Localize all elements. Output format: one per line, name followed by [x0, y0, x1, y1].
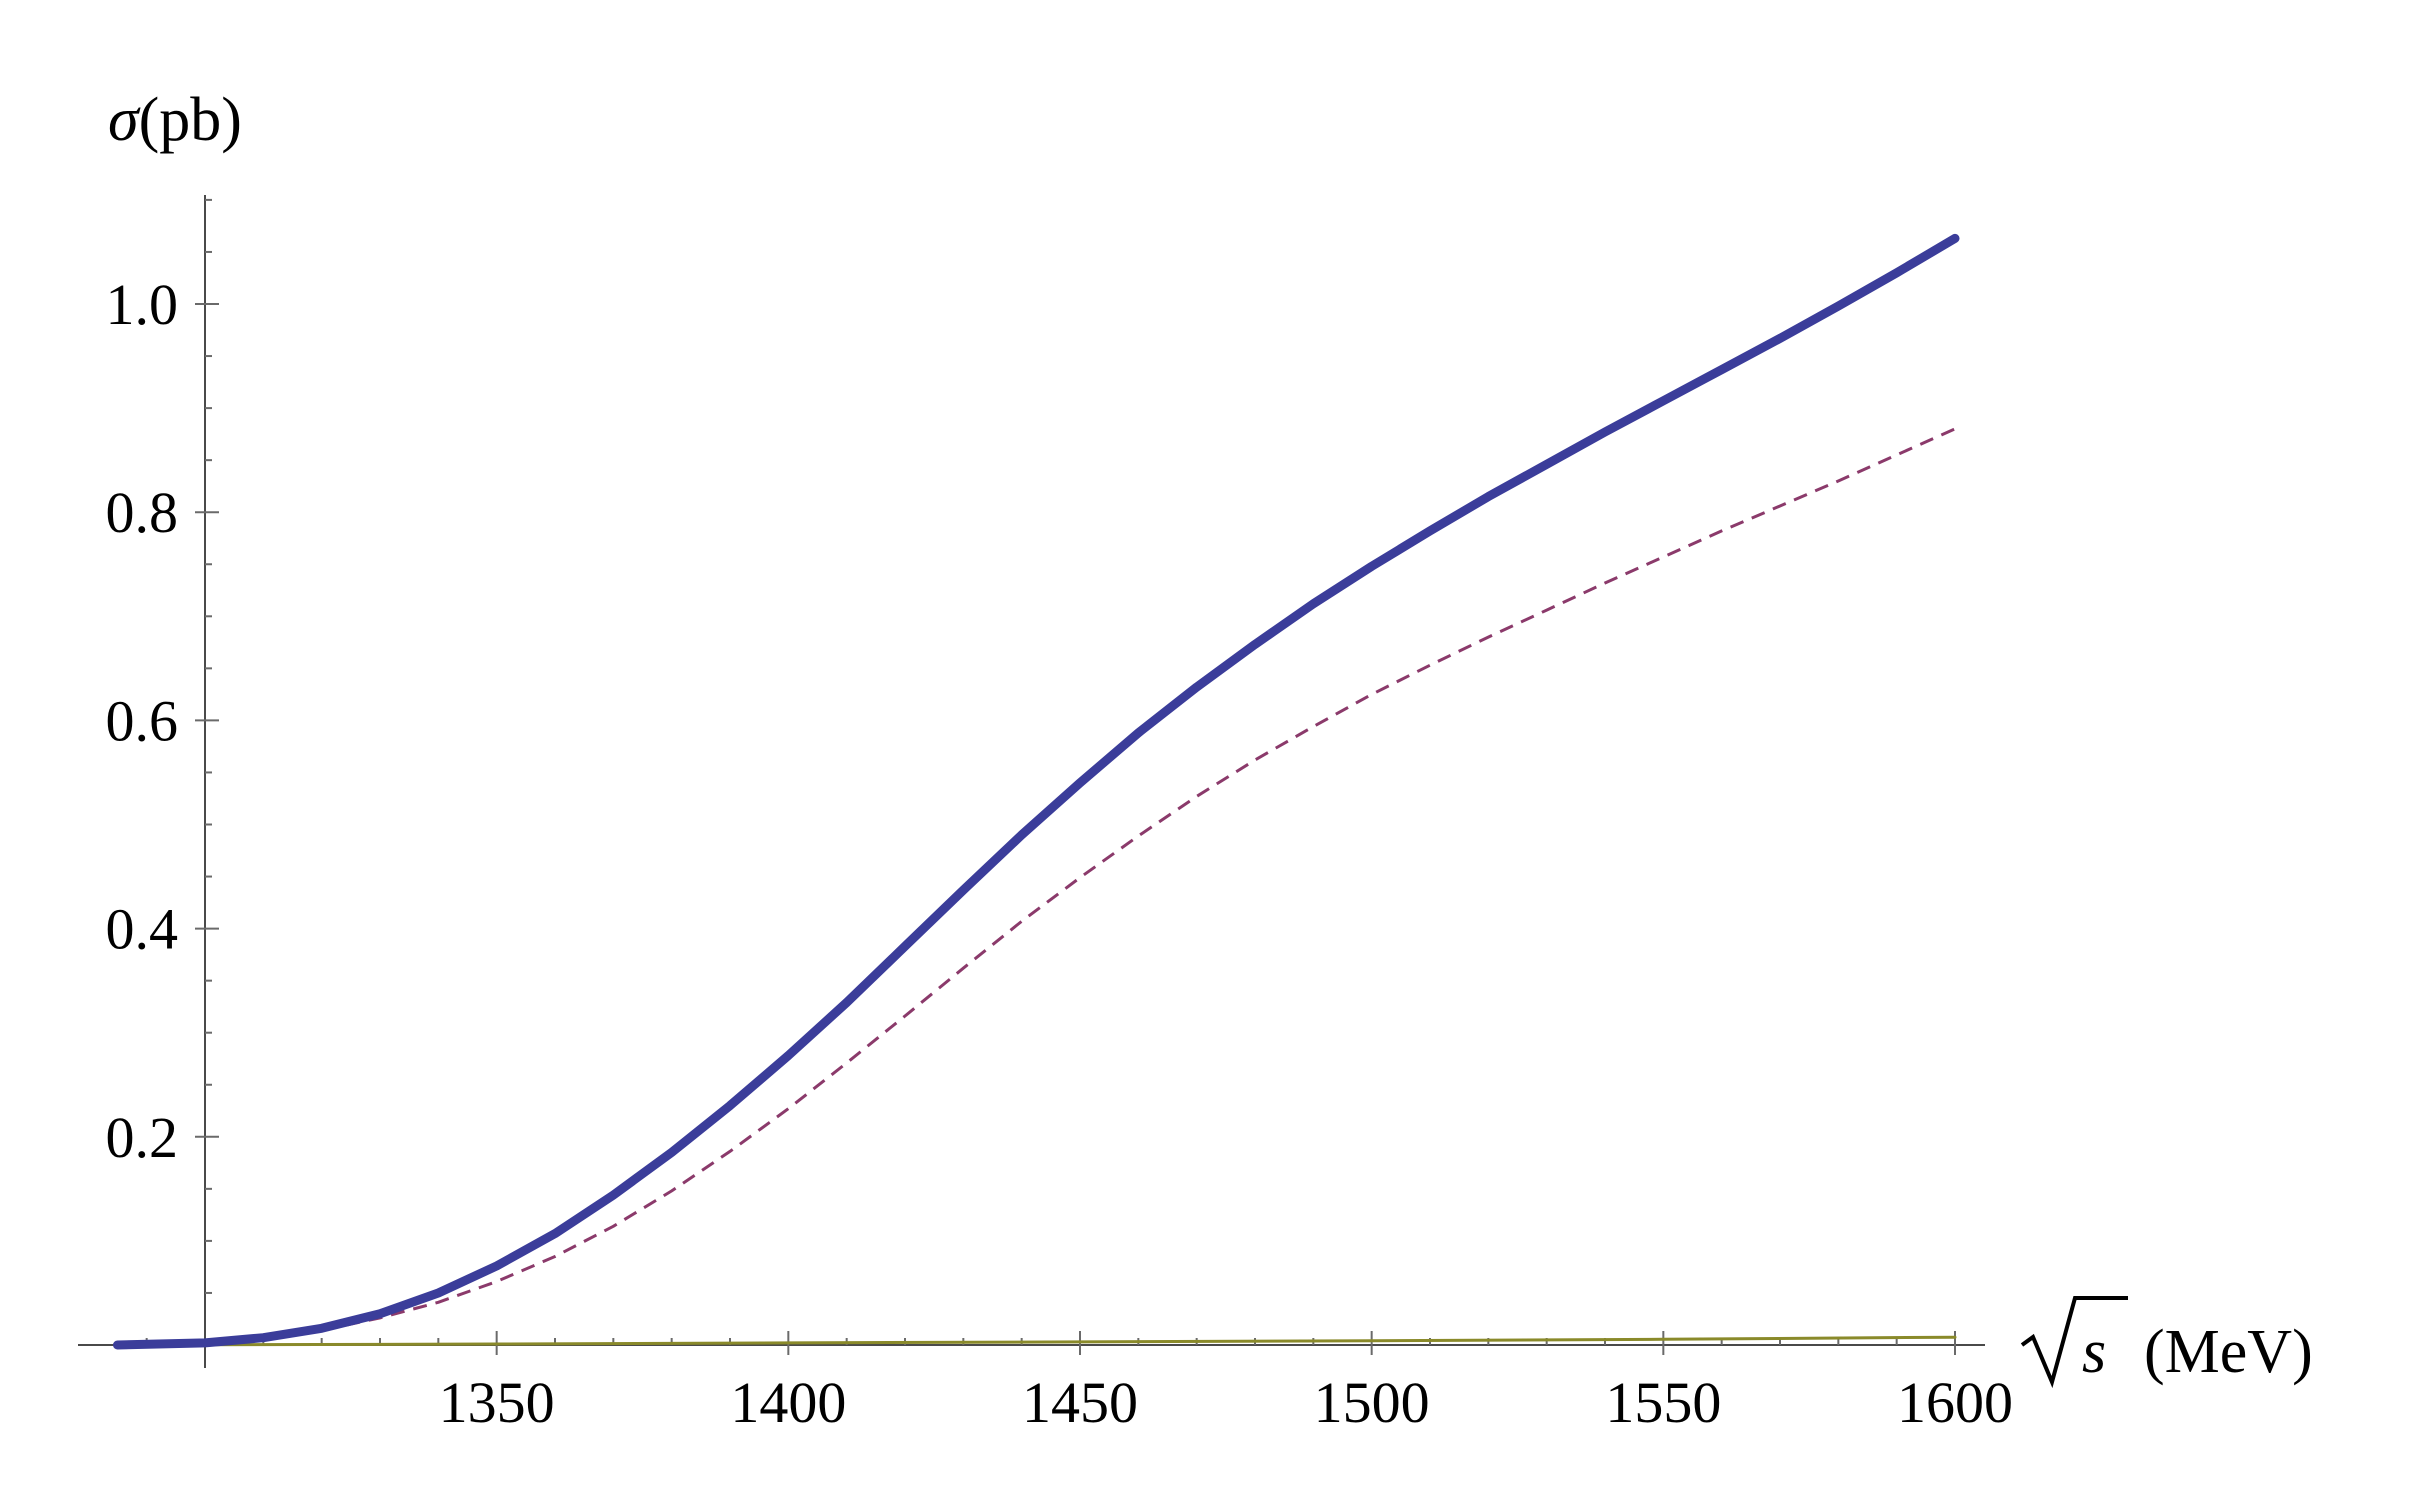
x-tick-label: 1600 [1897, 1370, 2013, 1435]
sqrt-radical-icon [2020, 1296, 2128, 1389]
x-axis-symbol: s [2082, 1318, 2106, 1386]
y-tick-label: 0.6 [106, 688, 179, 753]
x-axis-unit: (MeV) [2144, 1318, 2313, 1386]
series-line-solid-thin [116, 1335, 1957, 1347]
x-tick-label: 1500 [1314, 1370, 1430, 1435]
series-group [113, 233, 1960, 1350]
y-axis-symbol: σ [108, 86, 141, 154]
series-line-dashed [117, 427, 1956, 1347]
x-tick-label: 1550 [1605, 1370, 1721, 1435]
y-tick-label: 0.4 [106, 897, 179, 962]
y-major-ticks [195, 303, 219, 1138]
x-tick-label: 1400 [730, 1370, 846, 1435]
y-tick-label: 1.0 [106, 272, 179, 337]
y-tick-labels: 0.2 0.4 0.6 0.8 1.0 [106, 272, 179, 1170]
x-axis-title: s (MeV) [2020, 1296, 2313, 1389]
y-axis-unit: (pb) [139, 86, 242, 154]
y-minor-ticks [205, 198, 212, 1294]
y-axis-title: σ(pb) [108, 86, 242, 154]
x-tick-label: 1350 [439, 1370, 555, 1435]
y-tick-label: 0.8 [106, 480, 179, 545]
y-tick-label: 0.2 [106, 1105, 179, 1170]
series-line-solid-thick [113, 233, 1960, 1350]
x-tick-label: 1450 [1022, 1370, 1138, 1435]
axes: 1350 1400 1450 1500 1550 1600 0.2 0.4 0.6 0.8 1.0 [78, 195, 2013, 1435]
x-tick-labels: 1350 1400 1450 1500 1550 1600 [439, 1370, 2013, 1435]
